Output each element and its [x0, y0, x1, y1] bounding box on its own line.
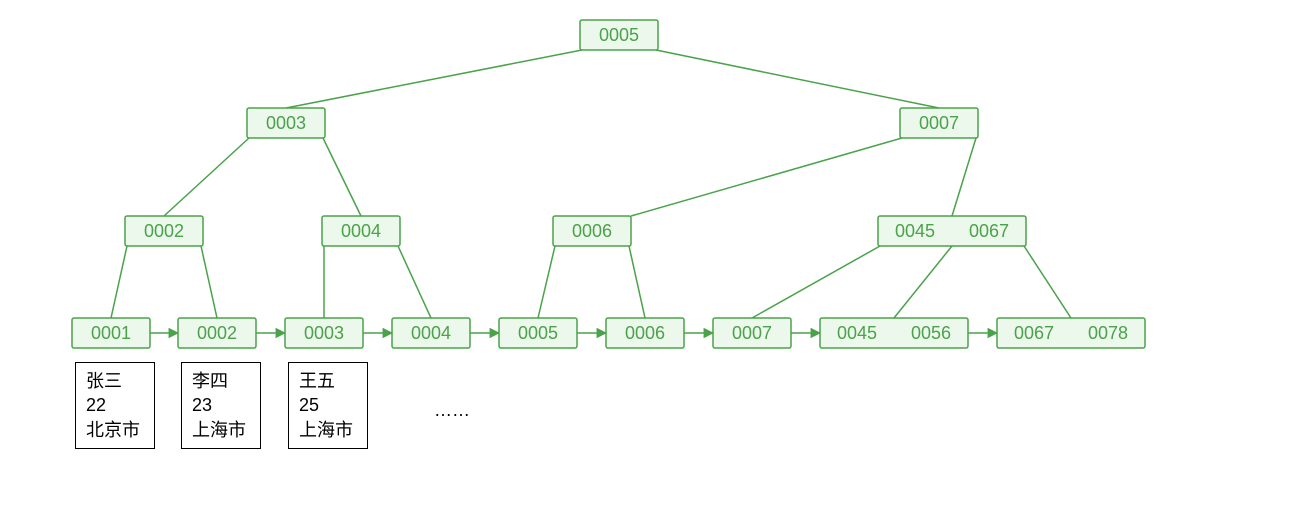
- tree-node-label: 0004: [411, 323, 451, 343]
- tree-node-label: 0007: [732, 323, 772, 343]
- tree-edge: [631, 138, 902, 216]
- tree-node-label: 0003: [266, 113, 306, 133]
- tree-node: 0003: [285, 318, 363, 348]
- tree-edge: [629, 246, 645, 318]
- tree-node-label: 0002: [144, 221, 184, 241]
- tree-node-label: 0045: [837, 323, 877, 343]
- tree-node: 0045 0056: [820, 318, 968, 348]
- tree-node: 0007: [713, 318, 791, 348]
- tree-node: 0006: [606, 318, 684, 348]
- tree-node: 0002: [125, 216, 203, 246]
- tree-edge: [656, 50, 939, 108]
- tree-node: 0001: [72, 318, 150, 348]
- tree-edge: [201, 246, 217, 318]
- tree-node: 0007: [900, 108, 978, 138]
- tree-node-label: 0007: [919, 113, 959, 133]
- tree-edge: [398, 246, 431, 318]
- tree-node-label: 0001: [91, 323, 131, 343]
- tree-edge: [894, 246, 952, 318]
- tree-node-label: 0006: [572, 221, 612, 241]
- tree-node-label: 0045: [895, 221, 935, 241]
- tree-node-label: 0005: [599, 25, 639, 45]
- tree-node: 0003: [247, 108, 325, 138]
- data-record-box: 李四 23 上海市: [181, 362, 261, 449]
- tree-edge: [752, 246, 880, 318]
- tree-node-label: 0067: [1014, 323, 1054, 343]
- tree-node: 0004: [392, 318, 470, 348]
- tree-edge: [952, 138, 976, 216]
- tree-node-label: 0003: [304, 323, 344, 343]
- tree-node: 0004: [322, 216, 400, 246]
- tree-node: 0005: [580, 20, 658, 50]
- tree-node: 0005: [499, 318, 577, 348]
- tree-node: 0067 0078: [997, 318, 1145, 348]
- tree-edge: [538, 246, 555, 318]
- tree-edges: [111, 50, 1071, 318]
- data-record-box: 王五 25 上海市: [288, 362, 368, 449]
- tree-node-label: 0056: [911, 323, 951, 343]
- tree-node-label: 0067: [969, 221, 1009, 241]
- tree-edge: [1024, 246, 1071, 318]
- tree-node-label: 0005: [518, 323, 558, 343]
- tree-edge: [111, 246, 127, 318]
- tree-nodes: 0005 0003 0007 0002 0004 0006 0045 0067 0001 0002…: [72, 20, 1145, 348]
- tree-node: 0002: [178, 318, 256, 348]
- tree-node: 0045 0067: [878, 216, 1026, 246]
- tree-edge: [323, 138, 361, 216]
- tree-edge: [164, 138, 249, 216]
- tree-node: 0006: [553, 216, 631, 246]
- tree-node-label: 0002: [197, 323, 237, 343]
- ellipsis-text: ……: [434, 400, 470, 421]
- tree-node-label: 0078: [1088, 323, 1128, 343]
- tree-edge: [286, 50, 582, 108]
- data-record-box: 张三 22 北京市: [75, 362, 155, 449]
- tree-node-label: 0004: [341, 221, 381, 241]
- tree-node-label: 0006: [625, 323, 665, 343]
